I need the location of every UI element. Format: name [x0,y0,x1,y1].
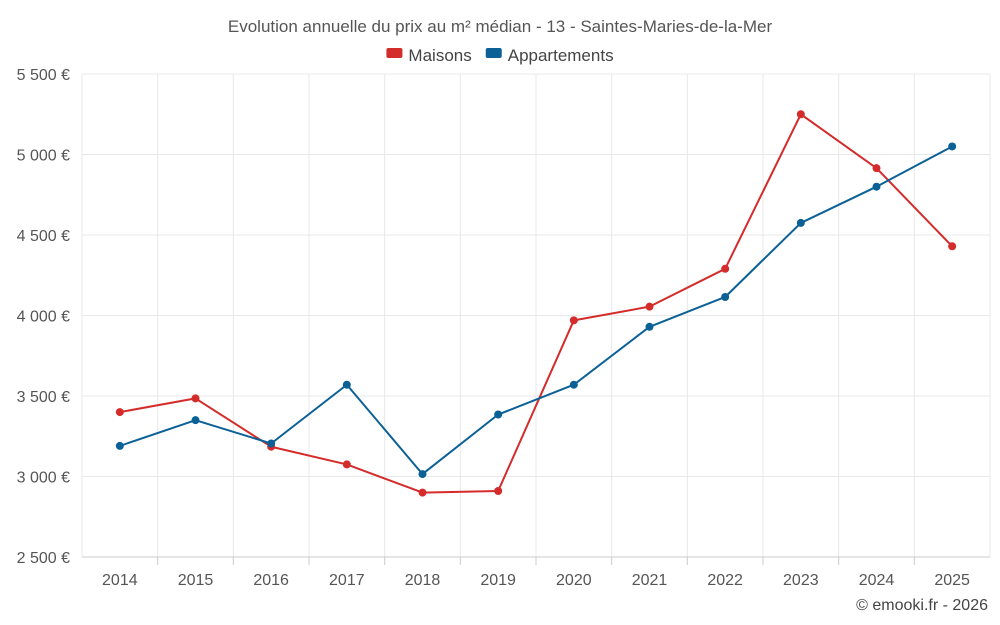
y-tick-label: 2 500 € [17,550,70,567]
data-point-appartements[interactable] [872,182,881,191]
data-point-appartements[interactable] [418,470,427,479]
data-point-maisons[interactable] [494,486,503,495]
data-point-maisons[interactable] [115,408,124,417]
data-point-maisons[interactable] [721,264,730,273]
series-layer [115,110,957,497]
x-tick-label: 2019 [480,572,516,589]
data-point-maisons[interactable] [645,302,654,311]
legend-item-maisons[interactable]: Maisons [386,46,472,65]
data-point-appartements[interactable] [645,322,654,331]
x-axis-ticks: 2014 2015 2016 2017 2018 2019 2020 2021 2022 2023… [102,572,970,589]
y-tick-label: 4 500 € [17,228,70,245]
x-tick-label: 2024 [859,572,895,589]
data-point-maisons[interactable] [948,242,957,251]
series-line-appartements [119,145,953,476]
legend-item-appartements[interactable]: Appartements [485,46,614,65]
chart-title: Evolution annuelle du prix au m² médian … [228,17,773,36]
data-point-appartements[interactable] [267,439,276,448]
x-tick-label: 2016 [253,572,289,589]
x-tick-label: 2018 [405,572,441,589]
x-tick-label: 2014 [102,572,138,589]
data-point-appartements[interactable] [494,410,503,419]
y-tick-label: 5 500 € [17,67,70,84]
chart-legend: Maisons Appartements [386,46,614,65]
legend-label: Maisons [408,46,471,65]
x-tick-label: 2023 [783,572,819,589]
legend-swatch [485,48,502,58]
data-point-maisons[interactable] [872,164,881,173]
credit-text: © emooki.fr - 2026 [856,597,988,614]
y-tick-label: 3 000 € [17,470,70,487]
data-point-appartements[interactable] [721,292,730,301]
y-tick-label: 3 500 € [17,389,70,406]
data-point-appartements[interactable] [796,218,805,227]
data-point-appartements[interactable] [191,416,200,425]
legend-label: Appartements [508,46,614,65]
y-tick-label: 4 000 € [17,309,70,326]
data-point-appartements[interactable] [948,142,957,151]
y-tick-label: 5 000 € [17,148,70,165]
data-point-maisons[interactable] [342,460,351,469]
x-tick-label: 2025 [934,572,970,589]
legend-swatch [386,48,403,58]
x-tick-label: 2020 [556,572,592,589]
data-point-maisons[interactable] [569,316,578,325]
data-point-maisons[interactable] [191,394,200,403]
data-point-appartements[interactable] [342,380,351,389]
x-tick-label: 2021 [632,572,668,589]
y-axis-ticks: 2 500 € 3 000 € 3 500 € 4 000 € 4 500 € 5 000… [17,67,70,567]
data-point-appartements[interactable] [115,441,124,450]
x-gridlines [81,74,991,565]
x-tick-label: 2015 [178,572,214,589]
data-point-maisons[interactable] [796,110,805,119]
series-appartements [115,142,957,479]
x-tick-label: 2022 [707,572,743,589]
data-point-maisons[interactable] [418,488,427,497]
data-point-appartements[interactable] [569,380,578,389]
x-tick-label: 2017 [329,572,365,589]
